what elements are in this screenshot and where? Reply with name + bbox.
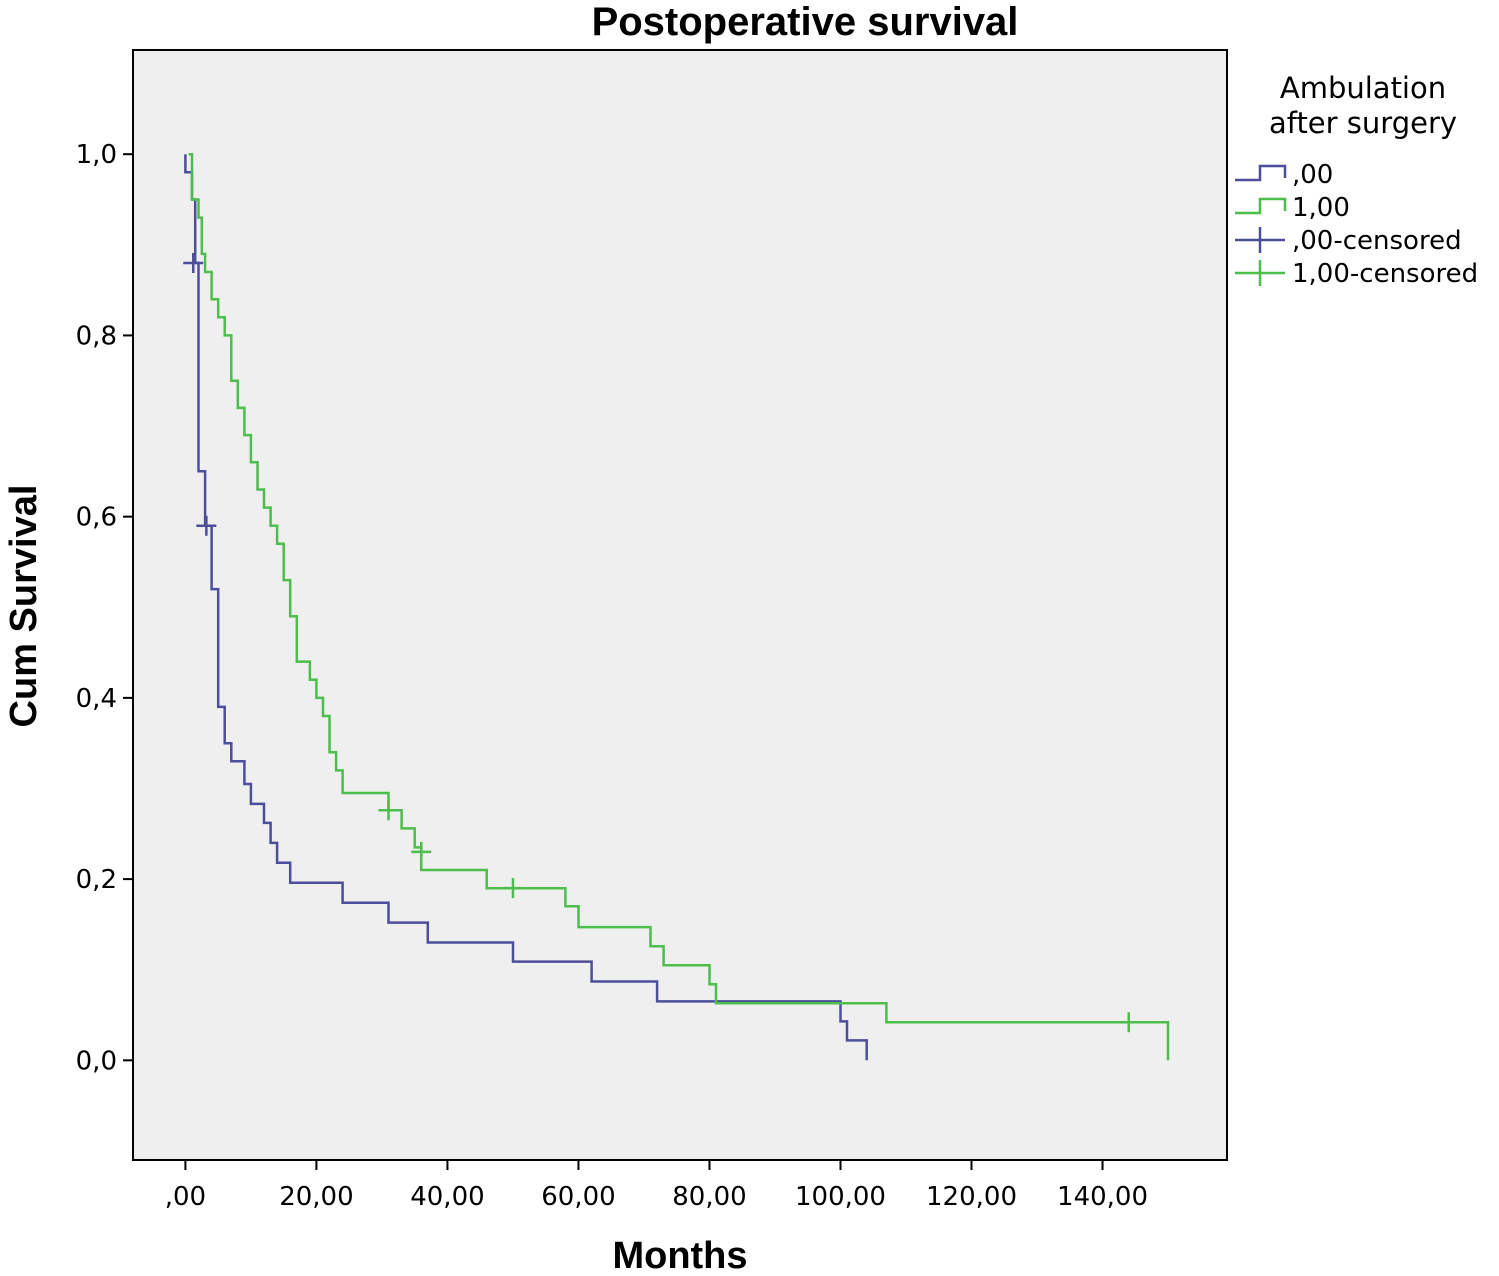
chart-title: Postoperative survival (592, 0, 1019, 44)
x-axis: ,00 20,00 40,00 60,00 80,00 100,00 120,00 140,0… (165, 1160, 1148, 1212)
x-tick-label: ,00 (165, 1182, 206, 1212)
x-tick-label: 60,00 (541, 1182, 615, 1212)
x-tick-label: 40,00 (410, 1182, 484, 1212)
legend-label: 1,00 (1292, 193, 1350, 223)
x-tick-label: 100,00 (795, 1182, 886, 1212)
censor-mark-0 (183, 252, 204, 273)
y-axis-title: Cum Survival (3, 485, 45, 728)
x-axis-title: Months (612, 1235, 747, 1276)
y-tick-label: 0,8 (76, 321, 117, 351)
legend-swatch-line (1235, 164, 1287, 182)
y-axis: 0,0 0,2 0,4 0,6 0,8 1,0 (76, 140, 133, 1076)
legend-label: ,00-censored (1292, 226, 1462, 256)
legend-label: 1,00-censored (1292, 259, 1478, 289)
censor-mark-0 (196, 515, 217, 536)
plot-area (132, 49, 1228, 1161)
y-tick-label: 0,2 (76, 865, 117, 895)
legend-swatch-line (1235, 197, 1287, 215)
censor-mark-1 (502, 878, 523, 899)
y-tick-label: 1,0 (76, 140, 117, 170)
x-tick-label: 140,00 (1057, 1182, 1148, 1212)
legend-swatch-censor (1235, 260, 1285, 286)
legend-swatch-censor (1235, 227, 1285, 253)
censor-mark-1 (1118, 1012, 1139, 1033)
series-layer (183, 152, 1170, 1061)
series-line-1 (188, 152, 1170, 1061)
censor-mark-1 (411, 841, 432, 862)
x-tick-label: 80,00 (672, 1182, 746, 1212)
censor-mark-1 (378, 800, 399, 821)
y-tick-label: 0,0 (76, 1046, 117, 1076)
series-line-0 (184, 154, 868, 1061)
y-tick-label: 0,6 (76, 503, 117, 533)
x-tick-label: 20,00 (279, 1182, 353, 1212)
legend-title-line: Ambulation (1280, 71, 1446, 105)
legend-label: ,00 (1292, 160, 1333, 190)
x-tick-label: 120,00 (926, 1182, 1017, 1212)
y-tick-label: 0,4 (76, 684, 117, 714)
legend-title-line: after surgery (1269, 106, 1457, 140)
